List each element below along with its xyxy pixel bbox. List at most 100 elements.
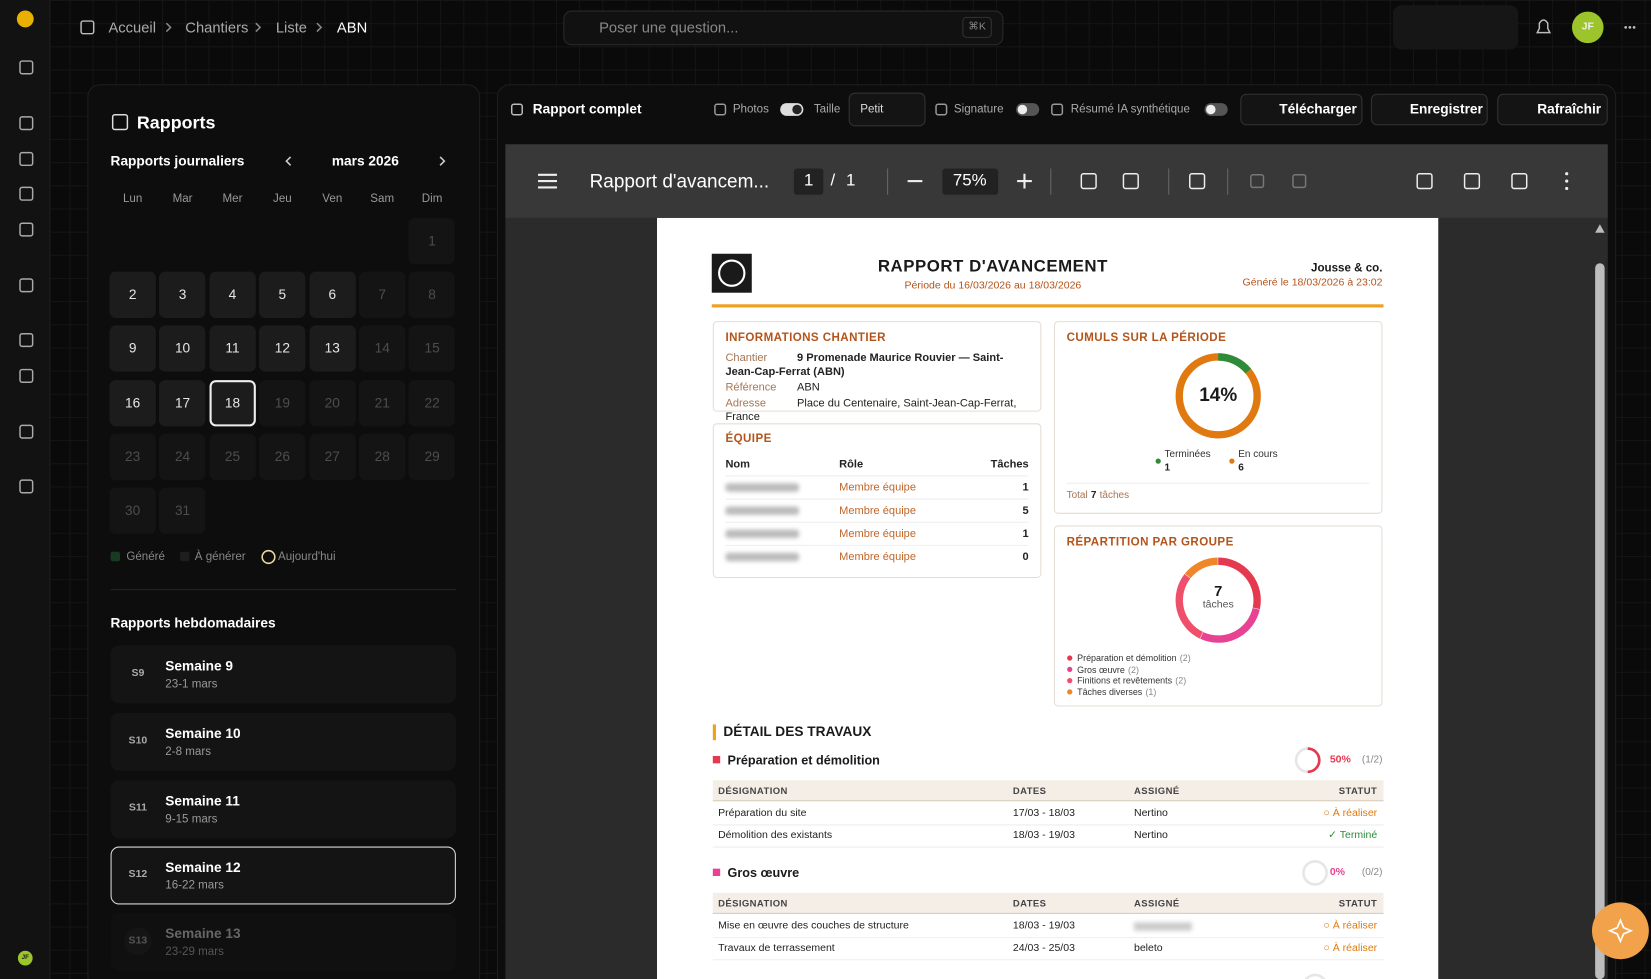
week-range: 16-22 mars	[165, 879, 224, 892]
cell-dates: 17/03 - 18/03	[1012, 807, 1075, 820]
table-col: STATUT	[1338, 785, 1378, 796]
blurred-assignee	[1133, 922, 1192, 931]
day-number: 16	[125, 394, 141, 411]
day-cell[interactable]	[408, 325, 456, 373]
toolbar-button[interactable]	[1370, 93, 1488, 126]
day-cell[interactable]	[408, 433, 456, 480]
day-cell[interactable]	[259, 271, 306, 319]
day-cell[interactable]	[309, 379, 356, 426]
group-legend-part: (2)	[1179, 652, 1191, 664]
day-number: 15	[424, 340, 440, 357]
day-cell[interactable]	[159, 271, 206, 319]
day-cell[interactable]	[159, 325, 206, 373]
toolbar-button[interactable]	[1497, 93, 1608, 126]
rail-icon	[19, 60, 34, 75]
day-cell[interactable]	[309, 325, 356, 373]
size-select[interactable]	[848, 92, 926, 127]
week-card[interactable]	[110, 912, 456, 971]
doc-card	[712, 423, 1042, 579]
day-cell[interactable]	[309, 271, 356, 319]
day-cell[interactable]	[309, 433, 356, 480]
groups-heading: RÉPARTITION PAR GROUPE	[1066, 535, 1234, 549]
breadcrumb-item[interactable]: Chantiers	[185, 18, 249, 36]
viewer-more	[1565, 186, 1569, 191]
search-placeholder: Poser une question...	[599, 18, 739, 36]
info-heading: INFORMATIONS CHANTIER	[725, 331, 886, 345]
week-badge-text: S12	[128, 868, 148, 881]
legend-dot	[1229, 458, 1235, 464]
day-number: 14	[374, 340, 390, 357]
day-cell[interactable]	[359, 271, 406, 319]
rail-avatar	[17, 950, 33, 966]
cell-dates: 24/03 - 25/03	[1012, 942, 1075, 954]
day-cell[interactable]	[359, 433, 406, 480]
size-value: Petit	[860, 103, 884, 116]
breadcrumb-item[interactable]: ABN	[336, 18, 368, 36]
day-cell[interactable]	[109, 487, 156, 534]
weekday: Jeu	[273, 192, 292, 206]
ai-icon	[1051, 103, 1064, 116]
toolbar-button[interactable]	[1240, 93, 1363, 126]
donut-arc	[1218, 353, 1252, 374]
info-row: Référence ABN	[725, 381, 1030, 395]
cell-dates: 18/03 - 19/03	[1012, 920, 1075, 932]
day-cell[interactable]	[209, 271, 256, 319]
blurred-name	[725, 506, 800, 515]
day-cell[interactable]	[359, 325, 406, 373]
day-cell[interactable]	[159, 433, 206, 480]
day-number: 20	[324, 394, 340, 411]
day-cell[interactable]	[109, 433, 156, 480]
chevron-icon	[255, 22, 262, 33]
week-name: Semaine 13	[165, 925, 241, 942]
day-cell[interactable]	[259, 379, 306, 426]
day-cell[interactable]	[408, 379, 456, 426]
total-part: 7	[1090, 489, 1097, 502]
day-number: 25	[224, 448, 241, 465]
group-legend-part: Tâches diverses	[1077, 686, 1143, 698]
day-number: 28	[374, 448, 390, 465]
week-card[interactable]	[110, 846, 456, 905]
group-legend-part: Préparation et démolition	[1077, 652, 1177, 664]
table-col: DÉSIGNATION	[718, 785, 788, 796]
scroll-up	[1595, 224, 1605, 233]
day-cell[interactable]	[359, 379, 406, 426]
day-cell[interactable]	[109, 325, 156, 373]
legend-generated	[110, 551, 121, 562]
week-card[interactable]	[110, 712, 456, 771]
day-cell[interactable]	[259, 325, 306, 373]
weekday: Mar	[172, 192, 193, 206]
shortcut-box	[962, 16, 992, 38]
legend-value: 1	[1164, 462, 1171, 474]
day-cell[interactable]	[209, 433, 256, 480]
viewer-icon	[1080, 172, 1097, 190]
breadcrumb-item[interactable]: Accueil	[108, 18, 156, 36]
day-cell[interactable]	[408, 271, 456, 319]
rail-icon	[19, 222, 34, 237]
month: mars 2026	[331, 152, 399, 169]
workspace-switch[interactable]	[1392, 5, 1519, 50]
legend-text: Généré	[126, 550, 165, 564]
week-card[interactable]	[110, 780, 456, 839]
progress-ratio: (1/2)	[1361, 753, 1383, 766]
search-box[interactable]	[563, 10, 1004, 46]
day-cell[interactable]	[209, 325, 256, 373]
assistant-button[interactable]	[1591, 902, 1649, 960]
day-number: 3	[178, 286, 187, 303]
day-cell[interactable]	[259, 433, 306, 480]
day-number: 5	[278, 286, 287, 303]
legend-name: En cours	[1238, 448, 1278, 461]
day-cell[interactable]	[109, 271, 156, 319]
viewer-icon-disabled	[1292, 174, 1307, 189]
table-col: ASSIGNÉ	[1133, 898, 1180, 909]
breadcrumb-item[interactable]: Liste	[275, 18, 308, 36]
day-cell[interactable]	[159, 379, 206, 426]
week-card[interactable]	[110, 645, 456, 704]
avatar-text[interactable]: JF	[1581, 21, 1594, 33]
day-cell[interactable]	[408, 217, 456, 265]
day-cell[interactable]	[109, 379, 156, 426]
day-cell[interactable]	[159, 487, 206, 534]
cell-status: ○ À réaliser	[1323, 807, 1378, 820]
cell-status: ✓ Terminé	[1328, 829, 1378, 842]
day-cell[interactable]	[209, 379, 256, 426]
rail-avatar-text: JF	[21, 954, 29, 962]
